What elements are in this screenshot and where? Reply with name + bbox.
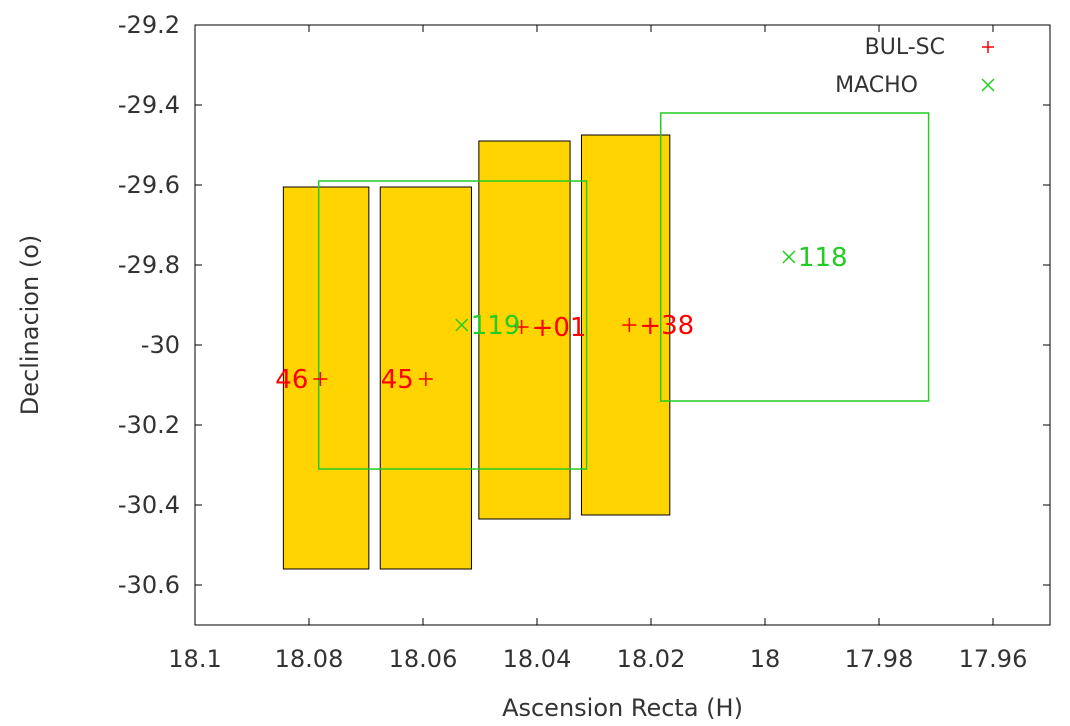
x-tick-labels: 18.1 18.08 18.06 18.04 18.02 18 17.98 17.96 <box>168 645 1027 673</box>
bul-field-label: +01 <box>532 313 587 343</box>
legend-plus-marker <box>982 41 994 53</box>
x-tick-label: 18.02 <box>617 645 686 673</box>
x-tick-label: 17.98 <box>845 645 914 673</box>
field-markers <box>313 250 796 386</box>
x-tick-label: 18.06 <box>389 645 458 673</box>
x-tick-label: 18.04 <box>503 645 572 673</box>
bul-field-label: +38 <box>639 311 694 341</box>
macho-marker-119-b <box>455 318 469 332</box>
y-tick-label: -29.8 <box>118 251 180 279</box>
bul-field-box-46 <box>282 186 370 570</box>
legend: BUL-SC MACHO <box>835 35 995 98</box>
x-tick-label: 18.1 <box>168 645 221 673</box>
bul-field-boxes <box>282 134 671 570</box>
legend-label-macho: MACHO <box>835 73 918 98</box>
y-tick-label: -30 <box>141 331 180 359</box>
y-tick-label: -29.6 <box>118 171 180 199</box>
macho-field-label: 118 <box>798 243 848 273</box>
bul-field-label: 45 <box>381 365 414 395</box>
y-tick-label: -29.2 <box>118 11 180 39</box>
y-tick-label: -30.2 <box>118 411 180 439</box>
y-tick-labels: -29.2 -29.4 -29.6 -29.8 -30 -30.2 -30.4 -30.6 <box>118 11 180 599</box>
legend-cross-marker <box>981 78 995 92</box>
y-axis-title: Declinacion (o) <box>16 235 44 416</box>
macho-field-boxes <box>317 112 930 470</box>
macho-field-label: 119 <box>471 311 521 341</box>
x-tick-label: 18 <box>750 645 781 673</box>
macho-marker-118-b <box>782 250 796 264</box>
x-tick-label: 18.08 <box>275 645 344 673</box>
y-tick-label: -30.4 <box>118 491 180 519</box>
y-tick-label: -29.4 <box>118 91 180 119</box>
y-tick-label: -30.6 <box>118 571 180 599</box>
bul-field-label: 46 <box>275 365 308 395</box>
legend-cross-b <box>981 78 995 92</box>
plot-frame <box>194 24 1051 626</box>
field-labels: 46 45 +01 +38 119 118 <box>275 243 847 395</box>
axis-ticks <box>194 24 1050 625</box>
bul-field-box-p01 <box>478 140 571 520</box>
macho-field-box-119 <box>317 180 588 470</box>
legend-label-bul-sc: BUL-SC <box>865 35 945 60</box>
macho-field-box-118 <box>659 112 930 402</box>
x-axis-title: Ascension Recta (H) <box>502 694 743 722</box>
x-tick-label: 17.96 <box>959 645 1028 673</box>
